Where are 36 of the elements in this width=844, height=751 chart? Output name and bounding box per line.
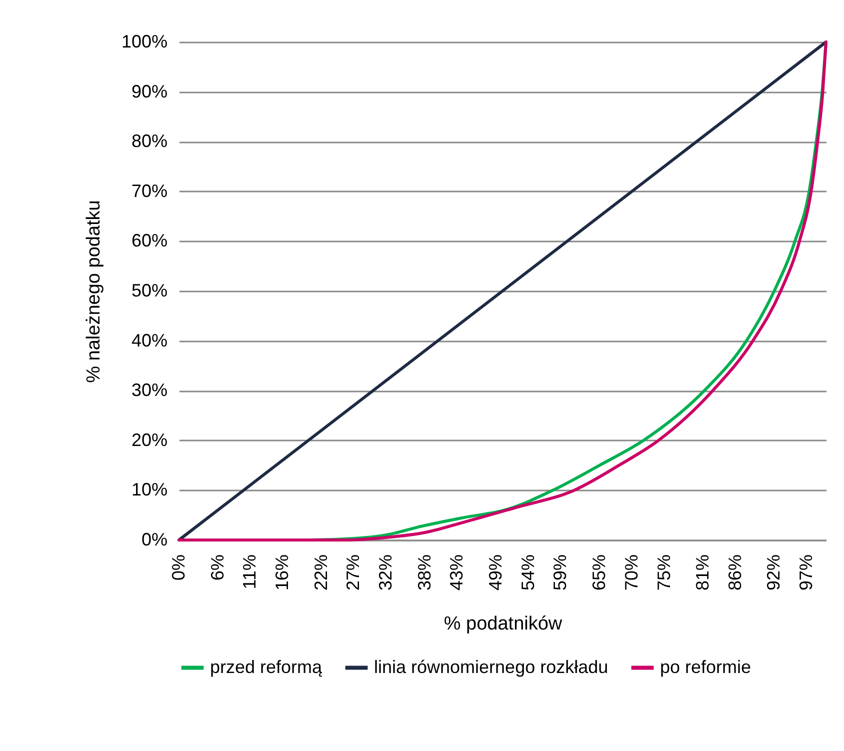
line-series xyxy=(178,40,828,542)
y-axis-title: % należnego podatku xyxy=(83,200,104,383)
x-tick-label: 38% xyxy=(414,554,434,591)
y-tick-label: 70% xyxy=(131,180,168,201)
x-tick-label: 97% xyxy=(796,554,816,591)
x-tick-label: 54% xyxy=(518,554,538,591)
x-tick-label: 16% xyxy=(272,554,292,591)
y-tick-label: 20% xyxy=(131,430,168,450)
x-tick-label: 75% xyxy=(654,554,674,591)
x-tick-label: 27% xyxy=(343,554,364,591)
x-tick-label: 22% xyxy=(310,554,331,591)
x-tick-label: 11% xyxy=(240,554,260,590)
x-tick-label: 70% xyxy=(621,554,642,591)
y-tick-label: 30% xyxy=(131,380,168,400)
x-tick-label: 49% xyxy=(486,554,506,591)
y-tick-label: 90% xyxy=(131,81,168,102)
x-tick-label: 65% xyxy=(589,554,610,591)
y-tick-label: 100% xyxy=(121,32,168,52)
y-tick-label: 80% xyxy=(131,131,168,152)
x-axis-title: % podatników xyxy=(444,614,562,635)
x-tick-label: 81% xyxy=(692,554,713,591)
x-tick-label: 59% xyxy=(550,554,570,591)
x-tick-label: 43% xyxy=(446,554,467,591)
x-tick-label: 0% xyxy=(168,554,188,581)
x-tick-label: 86% xyxy=(724,554,745,591)
x-tick-label: 32% xyxy=(376,554,396,591)
legend-label: linia równomiernego rozkładu xyxy=(374,656,608,677)
y-tick-label: 60% xyxy=(131,230,168,251)
legend-label: po reformie xyxy=(660,656,752,677)
x-tick-label: 92% xyxy=(764,554,784,591)
y-tick-label: 0% xyxy=(141,530,168,550)
y-tick-label: 50% xyxy=(131,280,168,300)
y-tick-label: 10% xyxy=(131,480,168,500)
x-tick-label: 6% xyxy=(207,554,228,581)
y-tick-label: 40% xyxy=(131,330,168,350)
legend-label: przed reformą xyxy=(210,656,324,677)
